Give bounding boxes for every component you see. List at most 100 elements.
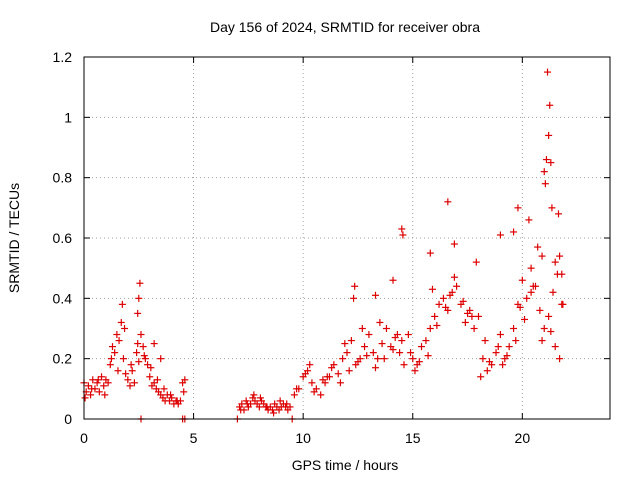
data-point [518, 276, 526, 284]
data-point [365, 331, 373, 339]
data-point [477, 373, 485, 381]
data-point [107, 355, 115, 363]
data-point [157, 355, 165, 363]
data-point [180, 388, 188, 396]
data-point [407, 349, 415, 357]
data-point [334, 370, 342, 378]
data-point [371, 291, 379, 299]
data-point [439, 294, 447, 302]
data-point [308, 379, 316, 387]
data-point [400, 361, 408, 369]
data-point [81, 394, 89, 402]
data-point [263, 403, 271, 411]
y-tick-label: 0.8 [53, 170, 73, 186]
data-point [147, 364, 155, 372]
data-point [339, 355, 347, 363]
data-point [139, 343, 147, 351]
data-point [546, 101, 554, 109]
data-point [106, 361, 114, 369]
data-point [512, 337, 520, 345]
data-point [547, 159, 555, 167]
data-point [115, 337, 123, 345]
data-point [556, 355, 564, 363]
data-point [418, 343, 426, 351]
data-point [168, 394, 176, 402]
data-point [494, 343, 502, 351]
data-point [433, 321, 441, 329]
data-point [540, 168, 548, 176]
data-point [404, 331, 412, 339]
y-tick-label: 1 [64, 109, 72, 125]
data-point [363, 352, 371, 360]
data-point [527, 264, 535, 272]
data-point [492, 349, 500, 357]
data-point [181, 376, 189, 384]
data-point [422, 337, 430, 345]
data-point [369, 349, 377, 357]
data-point [444, 198, 452, 206]
data-point [389, 346, 397, 354]
y-axis-label: SRMTID / TECUs [6, 183, 22, 293]
grid [84, 57, 610, 419]
data-point [525, 216, 533, 224]
data-point [88, 385, 96, 393]
data-point [323, 373, 331, 381]
data-point [306, 361, 314, 369]
data-point [137, 331, 145, 339]
data-point [551, 343, 559, 351]
data-point [399, 231, 407, 239]
data-point [378, 340, 386, 348]
data-point [472, 258, 480, 266]
data-point [354, 358, 362, 366]
data-point [521, 315, 529, 323]
data-point [446, 291, 454, 299]
data-point [549, 288, 557, 296]
data-point [94, 376, 102, 384]
data-point [409, 355, 417, 363]
data-point [374, 355, 382, 363]
x-tick-label: 0 [80, 430, 88, 446]
data-point [118, 300, 126, 308]
x-tick-label: 15 [405, 430, 421, 446]
data-point [119, 355, 127, 363]
data-point [450, 273, 458, 281]
data-point [483, 367, 491, 375]
data-point [301, 370, 309, 378]
data-point [243, 400, 251, 408]
data-point [136, 279, 144, 287]
data-point [113, 331, 121, 339]
data-point [536, 306, 544, 314]
data-point [87, 391, 95, 399]
data-point [341, 340, 349, 348]
data-point [270, 409, 278, 417]
data-point [544, 68, 552, 76]
data-point [479, 355, 487, 363]
data-point [255, 403, 263, 411]
data-point [127, 361, 135, 369]
data-point [150, 340, 158, 348]
data-point [376, 318, 384, 326]
data-point [510, 325, 518, 332]
data-point [551, 258, 559, 266]
data-point [505, 343, 513, 351]
data-point [126, 382, 134, 390]
data-point [167, 391, 175, 399]
y-tick-labels: 0 0.2 0.4 0.6 0.8 1 1.2 [53, 49, 73, 427]
data-point [317, 391, 325, 399]
data-point [554, 210, 562, 218]
data-point [101, 391, 109, 399]
data-point [558, 270, 566, 278]
x-tick-label: 20 [515, 430, 531, 446]
data-point [124, 376, 132, 384]
data-point [108, 343, 116, 351]
tick-marks [83, 56, 610, 420]
data-point [398, 225, 406, 233]
data-point [496, 231, 504, 239]
data-point [95, 388, 103, 396]
data-point [523, 294, 531, 302]
data-point [468, 312, 476, 320]
data-point [538, 252, 546, 260]
data-point [382, 325, 390, 332]
y-tick-label: 1.2 [53, 49, 73, 65]
